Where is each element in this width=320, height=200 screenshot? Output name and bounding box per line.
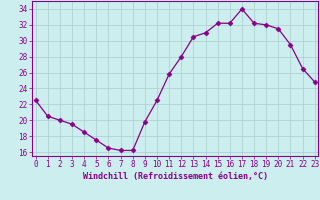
X-axis label: Windchill (Refroidissement éolien,°C): Windchill (Refroidissement éolien,°C) (83, 172, 268, 181)
